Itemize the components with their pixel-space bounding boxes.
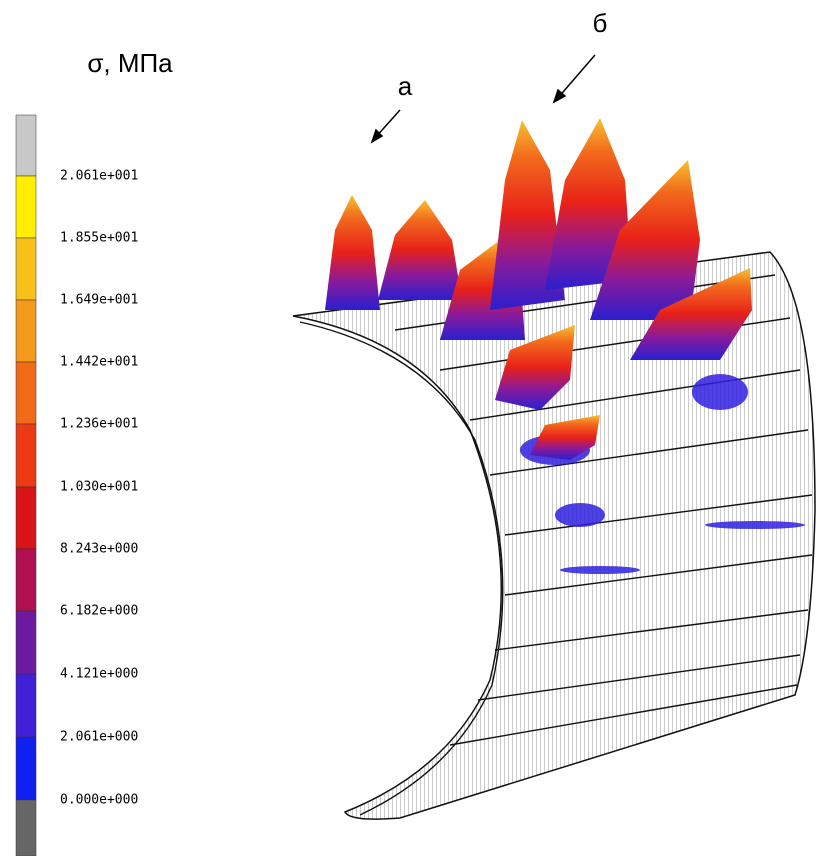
legend-label: 1.649e+001: [60, 293, 138, 308]
legend-title: σ, МПа: [87, 48, 173, 78]
legend-label: 1.030e+001: [60, 480, 138, 495]
annotation-b: б: [593, 8, 608, 38]
annotation-a: а: [398, 71, 413, 101]
shell: [293, 118, 815, 819]
legend-label: 2.061e+001: [60, 169, 138, 184]
legend-label: 4.121e+000: [60, 667, 138, 682]
color-bar: [16, 115, 36, 856]
legend-label: 6.182e+000: [60, 604, 138, 619]
figure: σ, МПа 2.061e+001 1.855e+001 1.649e+001 1.4…: [0, 0, 817, 856]
legend-label: 0.000e+000: [60, 793, 138, 808]
legend-label: 8.243e+000: [60, 542, 138, 557]
legend-label: 1.855e+001: [60, 231, 138, 246]
legend-label: 1.442e+001: [60, 355, 138, 370]
legend-label: 1.236e+001: [60, 417, 138, 432]
legend-label: 2.061e+000: [60, 730, 138, 745]
